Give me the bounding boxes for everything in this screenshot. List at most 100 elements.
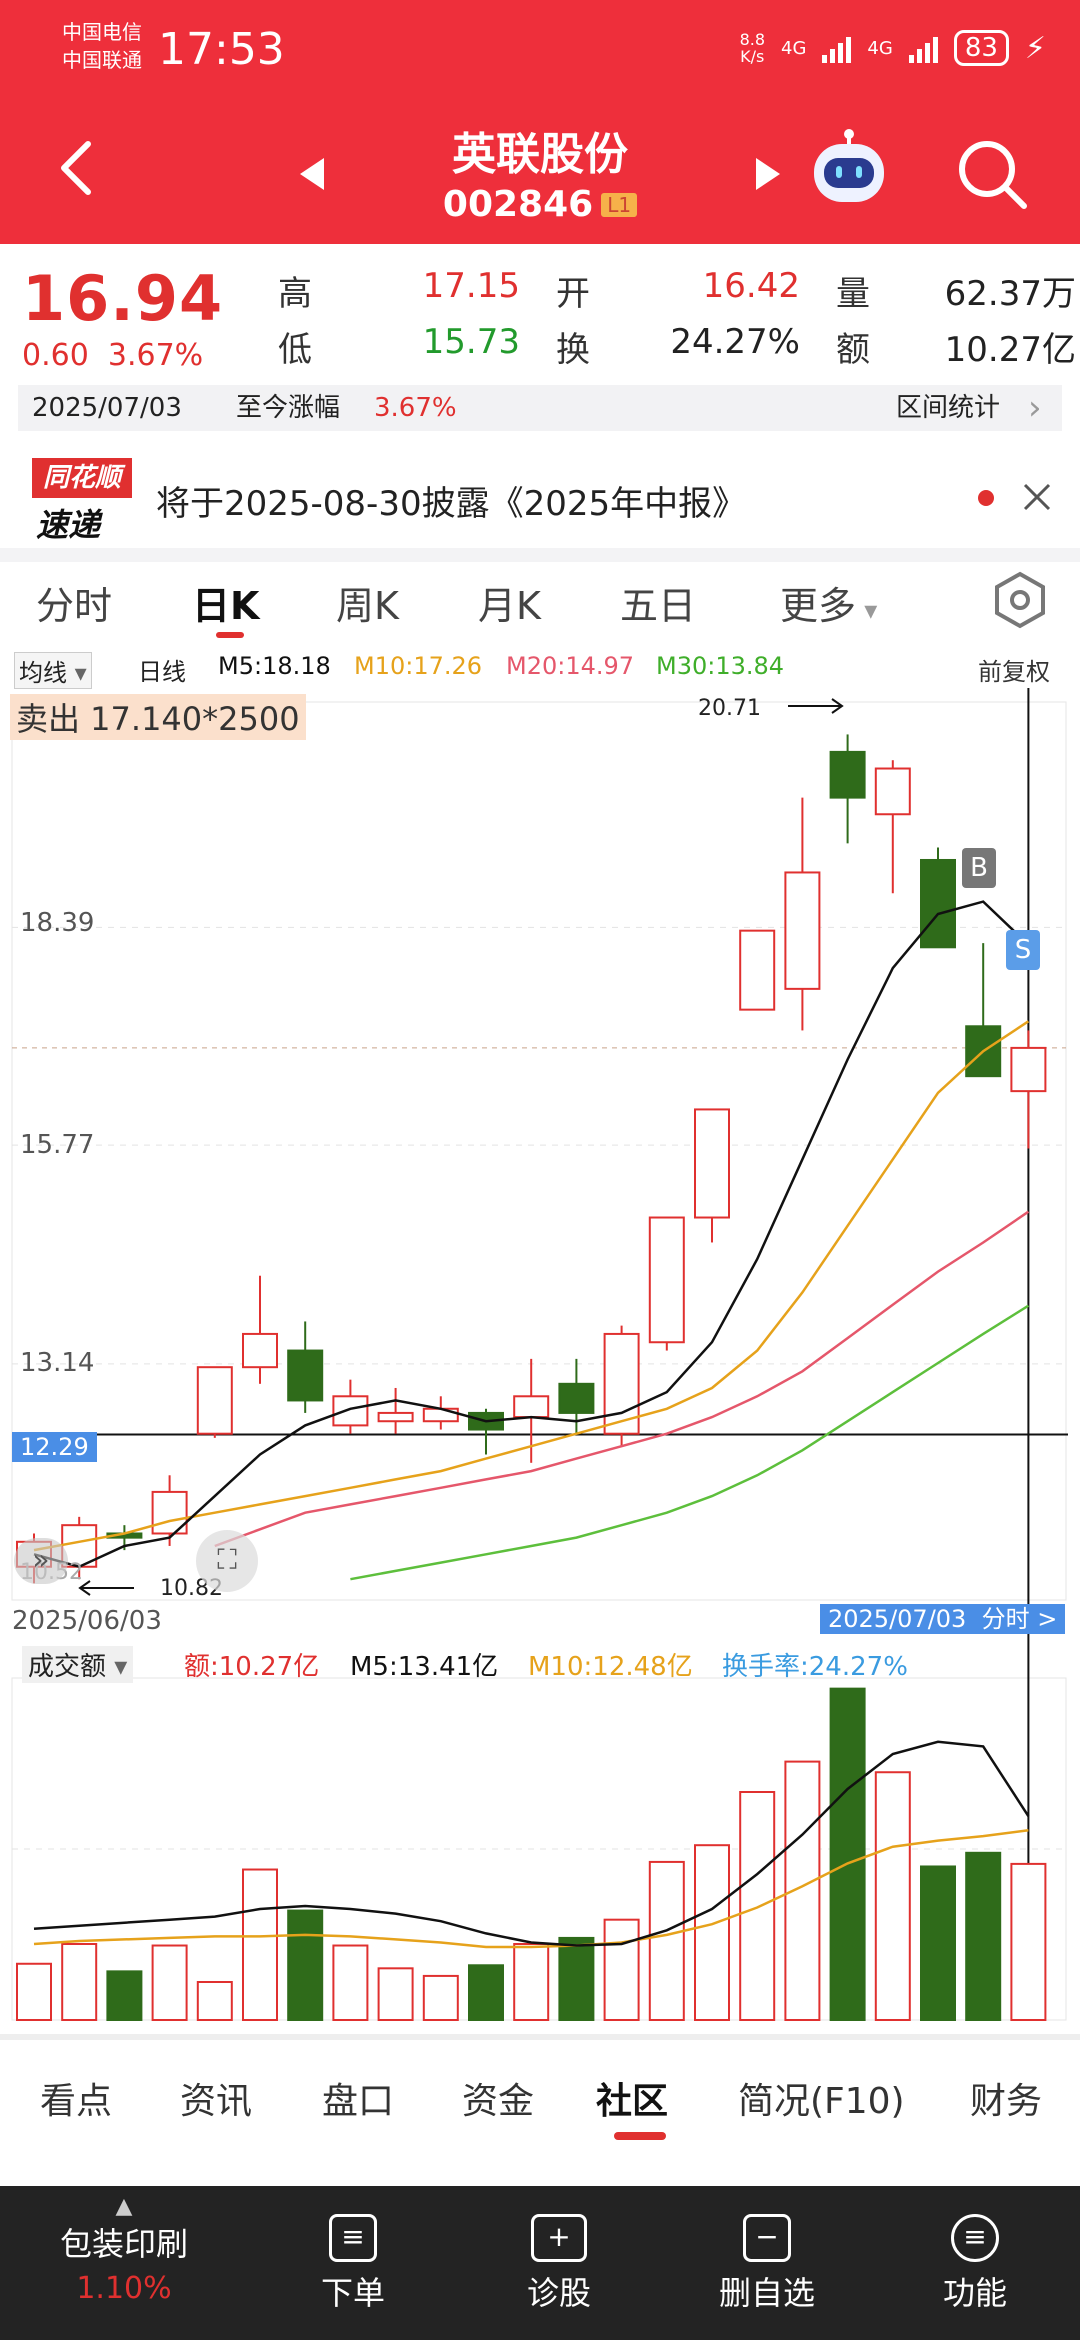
- expand-left-icon[interactable]: »: [14, 1538, 68, 1584]
- volume-bar-21: [965, 1851, 1002, 2022]
- candle-body-17: [784, 871, 821, 990]
- candle-body-18: [829, 750, 866, 799]
- related-sector-button[interactable]: ▲ 包装印刷 1.10%: [48, 2186, 200, 2306]
- ma10-line: [33, 1020, 1030, 1552]
- volume-bar-7: [332, 1944, 369, 2022]
- tab-fenshi[interactable]: 分时: [36, 584, 113, 628]
- vol-turnover: 换手率:24.27%: [722, 1652, 908, 1682]
- adjust-mode[interactable]: 前复权: [978, 658, 1050, 686]
- status-time: 17:53: [158, 24, 285, 75]
- level-badge: L1: [601, 193, 638, 217]
- vol-m10: M10:12.48亿: [528, 1652, 693, 1682]
- tab-funds[interactable]: 资金: [462, 2081, 535, 2122]
- low-value: 15.73: [422, 322, 520, 362]
- ma-selector[interactable]: 均线 ▾: [14, 652, 92, 689]
- tab-orderbook[interactable]: 盘口: [322, 2081, 395, 2122]
- volume-bar-22: [1010, 1862, 1047, 2021]
- charging-icon: ⚡: [1024, 30, 1046, 66]
- tab-highlights[interactable]: 看点: [40, 2081, 113, 2122]
- volume-bar-1: [61, 1943, 98, 2021]
- tab-five-day[interactable]: 五日: [620, 584, 697, 628]
- separator: [0, 548, 1080, 562]
- signal-icon-2: [908, 33, 938, 63]
- candle-body-8: [377, 1411, 414, 1423]
- candle-body-9: [422, 1407, 459, 1423]
- volume-bar-9: [422, 1974, 459, 2022]
- notice-banner[interactable]: 同花顺 速递 将于2025-08-30披露《2025年中报》: [0, 452, 1080, 548]
- candle-16: [739, 929, 776, 1011]
- volume-bar-13: [603, 1918, 640, 2022]
- candle-5: [242, 1275, 278, 1384]
- tab-daily-k[interactable]: 日K: [192, 584, 260, 628]
- high-marker: 20.71: [698, 696, 761, 721]
- volume-selector[interactable]: 成交额 ▾: [22, 1646, 134, 1683]
- order-button[interactable]: ≡ 下单: [278, 2186, 428, 2314]
- fullscreen-icon[interactable]: ⛶: [196, 1530, 258, 1592]
- tab-financials[interactable]: 财务: [970, 2081, 1043, 2122]
- carrier-info: 中国电信 中国联通: [62, 18, 142, 74]
- candle-12: [558, 1358, 595, 1434]
- brand-logo-bottom: 速递: [36, 506, 101, 544]
- volume-bar-15: [694, 1844, 730, 2021]
- y-label-3: 13.14: [20, 1348, 95, 1378]
- back-icon[interactable]: [56, 138, 96, 198]
- robot-assistant-icon[interactable]: [804, 128, 894, 214]
- high-arrow-icon: [788, 698, 844, 714]
- low-arrow-icon: [78, 1580, 134, 1596]
- candle-21: [965, 943, 1002, 1078]
- header: 中国电信 中国联通 17:53 8.8 K/s 4G 4G 83 ⚡ 英联股份 0…: [0, 0, 1080, 244]
- net-type-1: 4G: [781, 37, 807, 59]
- diagnose-button[interactable]: + 诊股: [484, 2186, 634, 2314]
- volume-bar-2: [106, 1970, 143, 2021]
- functions-button[interactable]: ≡ 功能: [900, 2186, 1050, 2314]
- kline-chart[interactable]: [0, 688, 1080, 2028]
- tab-news[interactable]: 资讯: [180, 2081, 253, 2122]
- candle-10: [468, 1408, 504, 1455]
- tab-more[interactable]: 更多 ▾: [780, 584, 878, 628]
- tab-monthly-k[interactable]: 月K: [478, 584, 541, 628]
- signal-icon: [822, 33, 852, 63]
- period-bar[interactable]: 2025/07/03 至今涨幅 3.67% 区间统计 ›: [18, 385, 1062, 431]
- ma20-value: M20:14.97: [506, 652, 635, 680]
- volume-bar-12: [558, 1936, 595, 2022]
- tab-community[interactable]: 社区: [596, 2081, 669, 2122]
- candle-body-13: [603, 1332, 640, 1435]
- current-price: 16.94: [22, 262, 224, 335]
- order-info: 卖出 17.140*2500: [10, 694, 306, 740]
- settings-hex-icon[interactable]: [990, 570, 1050, 630]
- candle-3: [151, 1475, 188, 1546]
- candle-17: [784, 797, 821, 1031]
- next-stock-icon[interactable]: [752, 156, 782, 192]
- volume-bar-16: [739, 1791, 776, 2021]
- bottom-tab-indicator: [614, 2132, 666, 2140]
- carrier-2: 中国联通: [62, 48, 142, 72]
- period-label: 至今涨幅: [236, 393, 341, 423]
- carrier-1: 中国电信: [62, 20, 142, 44]
- candle-body-22: [1010, 1046, 1047, 1093]
- turnover-label: 换: [556, 330, 590, 370]
- search-icon[interactable]: [954, 136, 1030, 212]
- start-date: 2025/06/03: [12, 1606, 162, 1636]
- prev-stock-icon[interactable]: [298, 156, 328, 192]
- volume-bar-3: [151, 1944, 188, 2022]
- volume-bar-11: [513, 1943, 550, 2021]
- period-pct: 3.67%: [374, 393, 457, 423]
- tab-profile-f10[interactable]: 简况(F10): [738, 2081, 905, 2122]
- candle-body-11: [513, 1395, 550, 1419]
- candle-body-15: [694, 1108, 730, 1219]
- candle-body-19: [874, 767, 911, 816]
- crosshair-price: 12.29: [12, 1432, 97, 1462]
- open-value: 16.42: [702, 266, 800, 306]
- sell-marker: S: [1006, 930, 1040, 970]
- period-date: 2025/07/03: [32, 393, 182, 423]
- candle-body-12: [558, 1382, 595, 1414]
- ma20-line: [214, 1210, 1030, 1548]
- menu-icon: ≡: [951, 2214, 999, 2262]
- ma5-value: M5:18.18: [218, 652, 331, 680]
- tab-weekly-k[interactable]: 周K: [336, 584, 399, 628]
- interval-stats-button[interactable]: 区间统计: [896, 393, 1001, 423]
- crosshair-date[interactable]: 2025/07/03 分时 >: [820, 1604, 1066, 1634]
- close-icon[interactable]: [1022, 482, 1052, 512]
- remove-watchlist-button[interactable]: − 删自选: [692, 2186, 842, 2314]
- candle-20: [920, 847, 956, 949]
